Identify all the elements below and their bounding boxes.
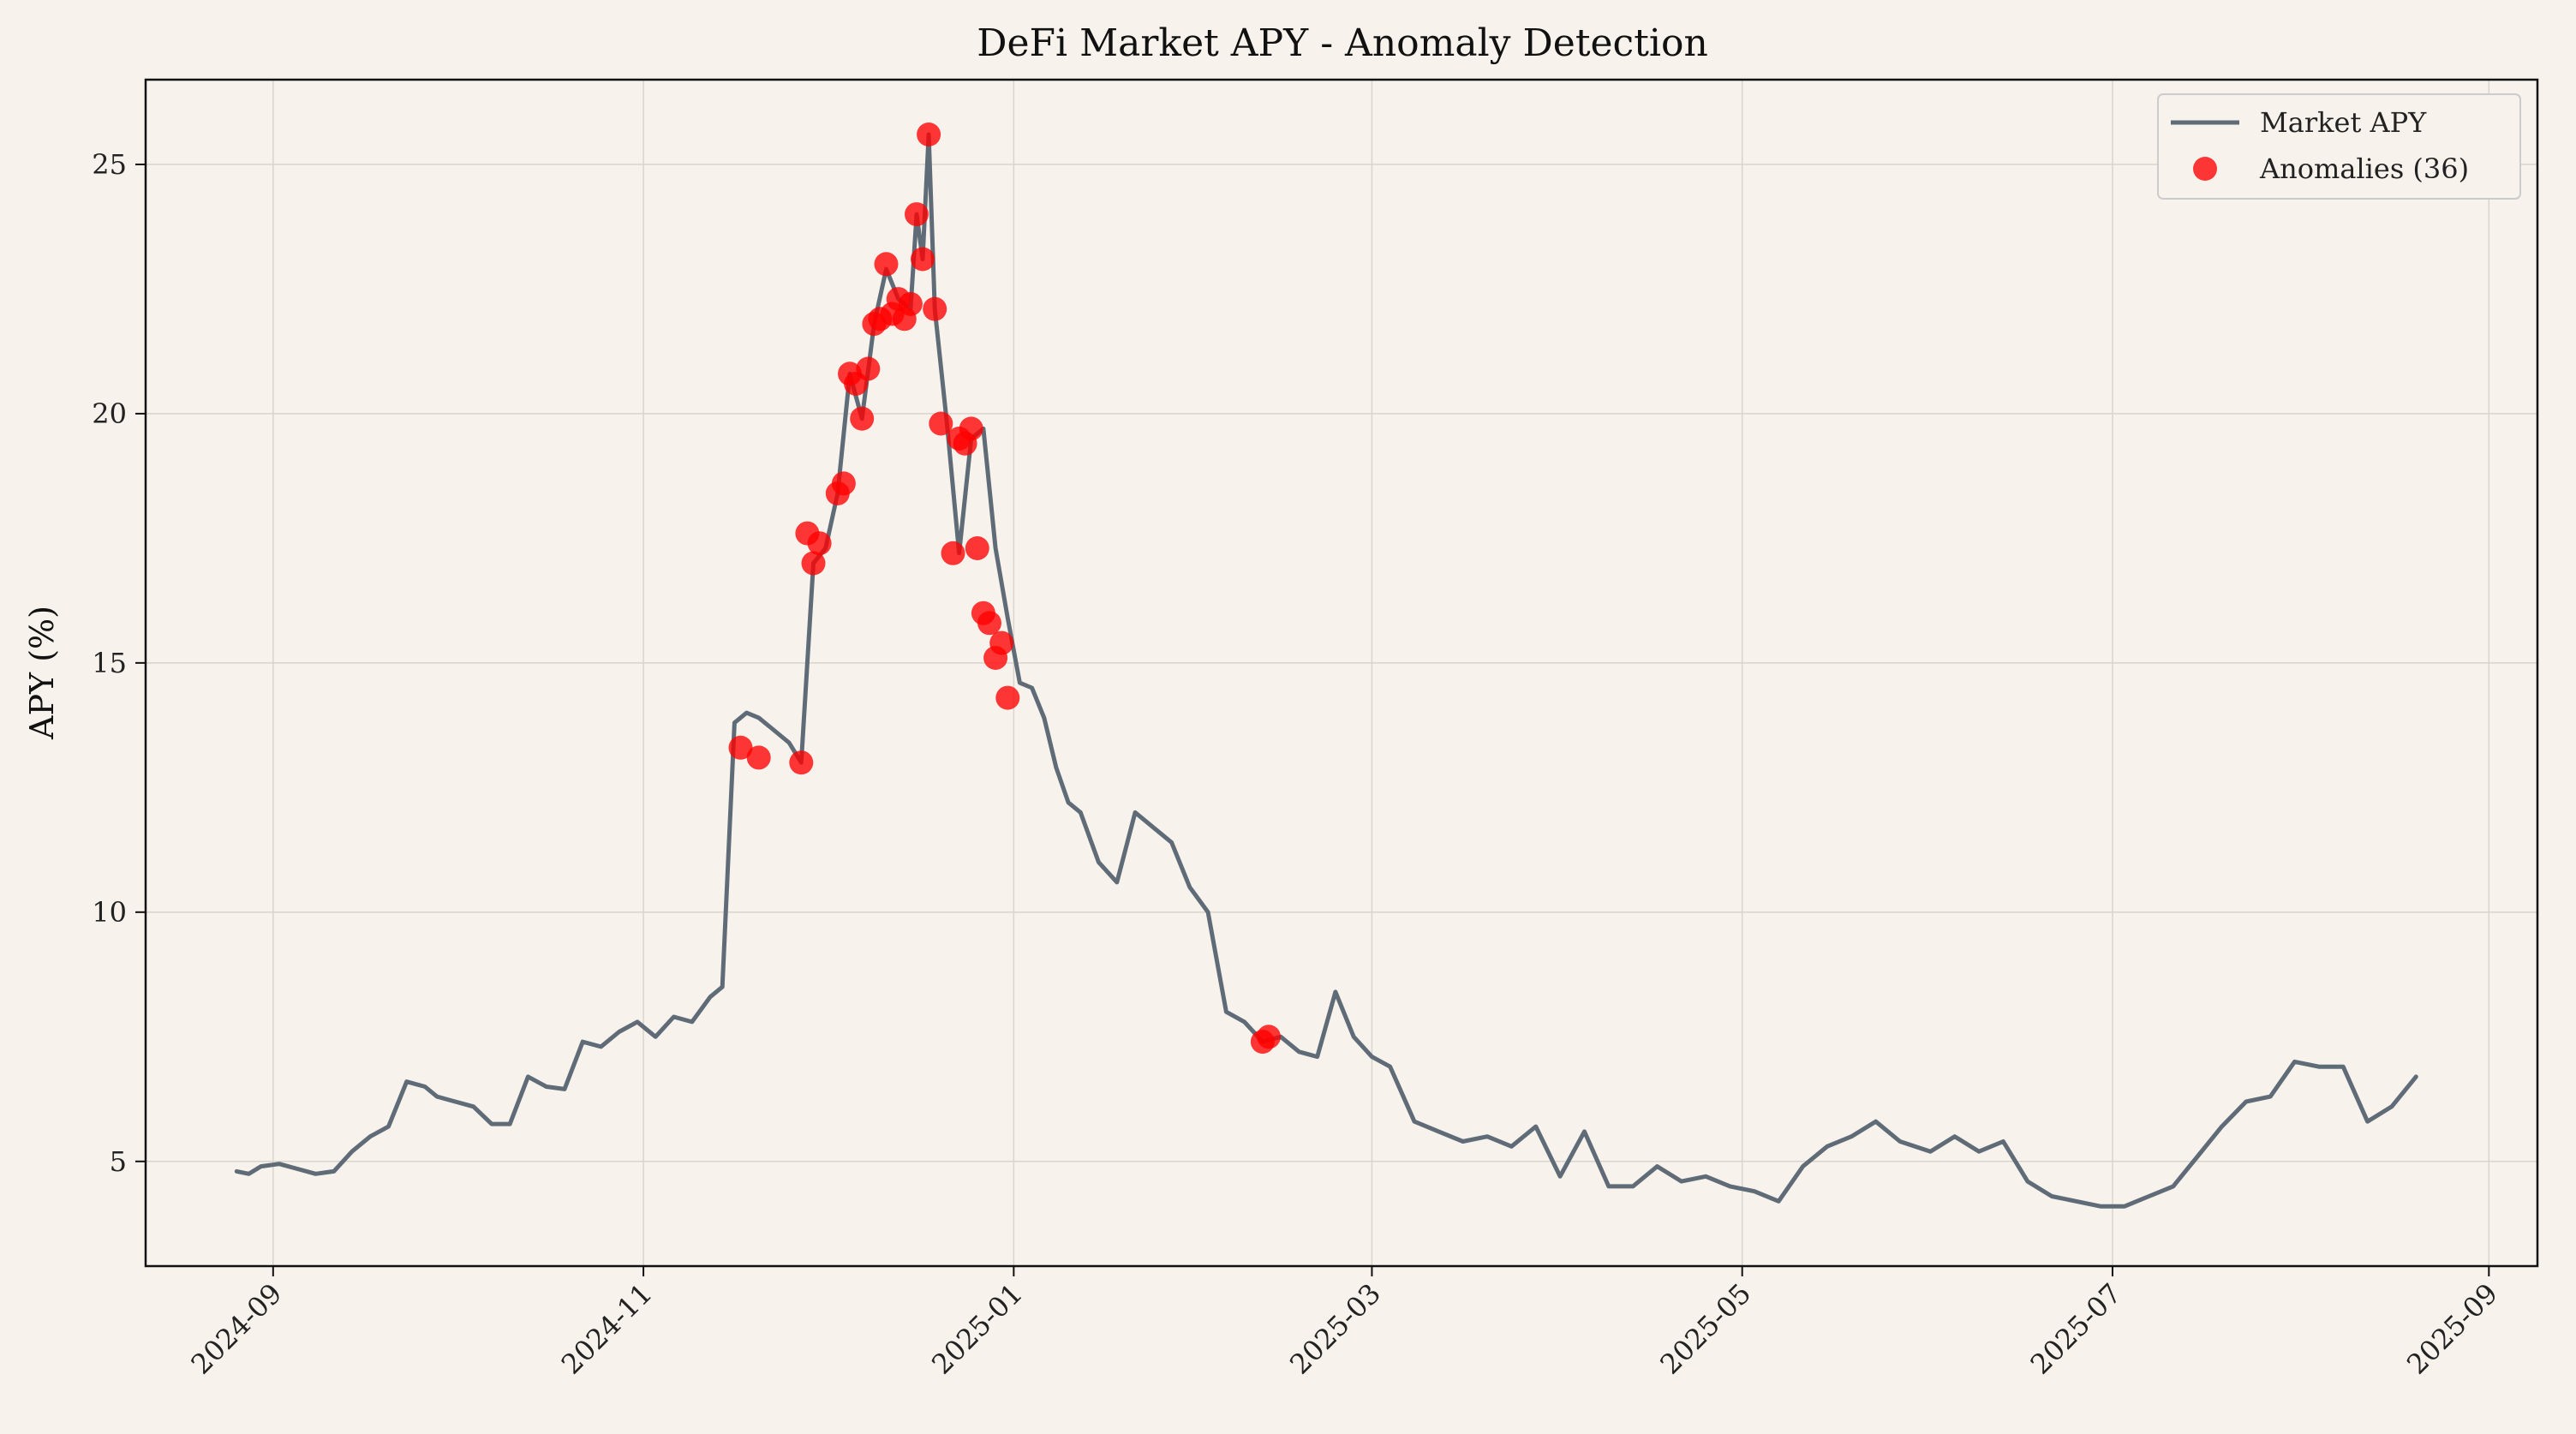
anomaly-point (831, 471, 856, 496)
anomaly-point (898, 291, 923, 316)
y-axis: 5 10 15 20 25 (92, 148, 146, 1178)
anomaly-point (801, 551, 826, 576)
legend: Market APY Anomalies (36) (2157, 93, 2521, 200)
anomaly-point (1257, 1025, 1281, 1049)
chart-title: DeFi Market APY - Anomaly Detection (977, 21, 1708, 65)
y-tick-label: 15 (92, 647, 127, 679)
anomaly-point (959, 416, 983, 441)
y-tick-label: 25 (92, 148, 127, 181)
anomaly-point (923, 296, 947, 321)
grid-lines (146, 80, 2537, 1266)
y-tick-label: 20 (92, 397, 127, 430)
anomaly-point (989, 630, 1014, 655)
anomaly-point (917, 122, 941, 146)
anomaly-point (965, 536, 989, 560)
anomaly-point (929, 411, 953, 436)
plot-frame (144, 78, 2539, 1268)
anomaly-point (728, 735, 753, 760)
y-tick-label: 10 (92, 896, 127, 929)
legend-box (2157, 93, 2521, 200)
y-tick-label: 5 (110, 1145, 127, 1178)
y-axis-label: APY (%) (23, 606, 61, 740)
anomaly-point (789, 750, 814, 775)
anomaly-point (995, 685, 1020, 710)
legend-anomaly-swatch (2193, 157, 2217, 181)
anomaly-point (941, 541, 965, 565)
anomaly-point (746, 745, 771, 770)
anomaly-point (856, 356, 881, 381)
anomaly-point (905, 202, 929, 227)
anomaly-point (807, 531, 832, 556)
legend-entry-anomalies: Anomalies (36) (2259, 152, 2469, 185)
anomaly-point (977, 611, 1001, 636)
series-line-market-apy (234, 132, 2418, 1209)
legend-entry-market-apy: Market APY (2260, 106, 2427, 139)
anomaly-point (874, 252, 899, 277)
anomaly-point (911, 247, 935, 272)
anomaly-point (850, 406, 875, 431)
plot-area (234, 122, 2418, 1209)
